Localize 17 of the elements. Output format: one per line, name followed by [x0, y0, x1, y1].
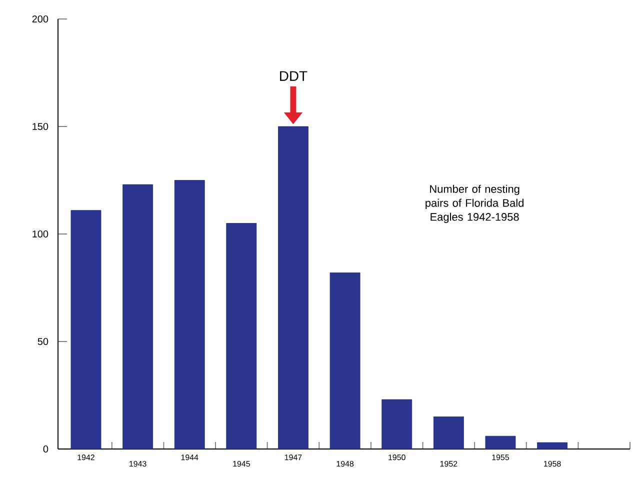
- y-tick-label: 0: [43, 445, 48, 453]
- bar: [433, 416, 464, 450]
- y-tick-label: 150: [32, 122, 48, 130]
- bar: [70, 210, 102, 450]
- y-tick-label: 100: [32, 230, 48, 238]
- bar: [485, 436, 516, 450]
- y-tick-label: 50: [38, 338, 48, 346]
- bar: [330, 272, 360, 450]
- annotation: DDT: [280, 71, 308, 81]
- bar: [174, 180, 205, 450]
- text: Number of nesting pairs of Florida Bald Eagles 1942-1958: [426, 184, 524, 223]
- bar: [122, 184, 153, 450]
- y-tick-label: 200: [32, 15, 48, 23]
- bar: [382, 399, 412, 450]
- bar: [278, 126, 308, 450]
- bar: [226, 223, 257, 450]
- bar: [537, 442, 568, 450]
